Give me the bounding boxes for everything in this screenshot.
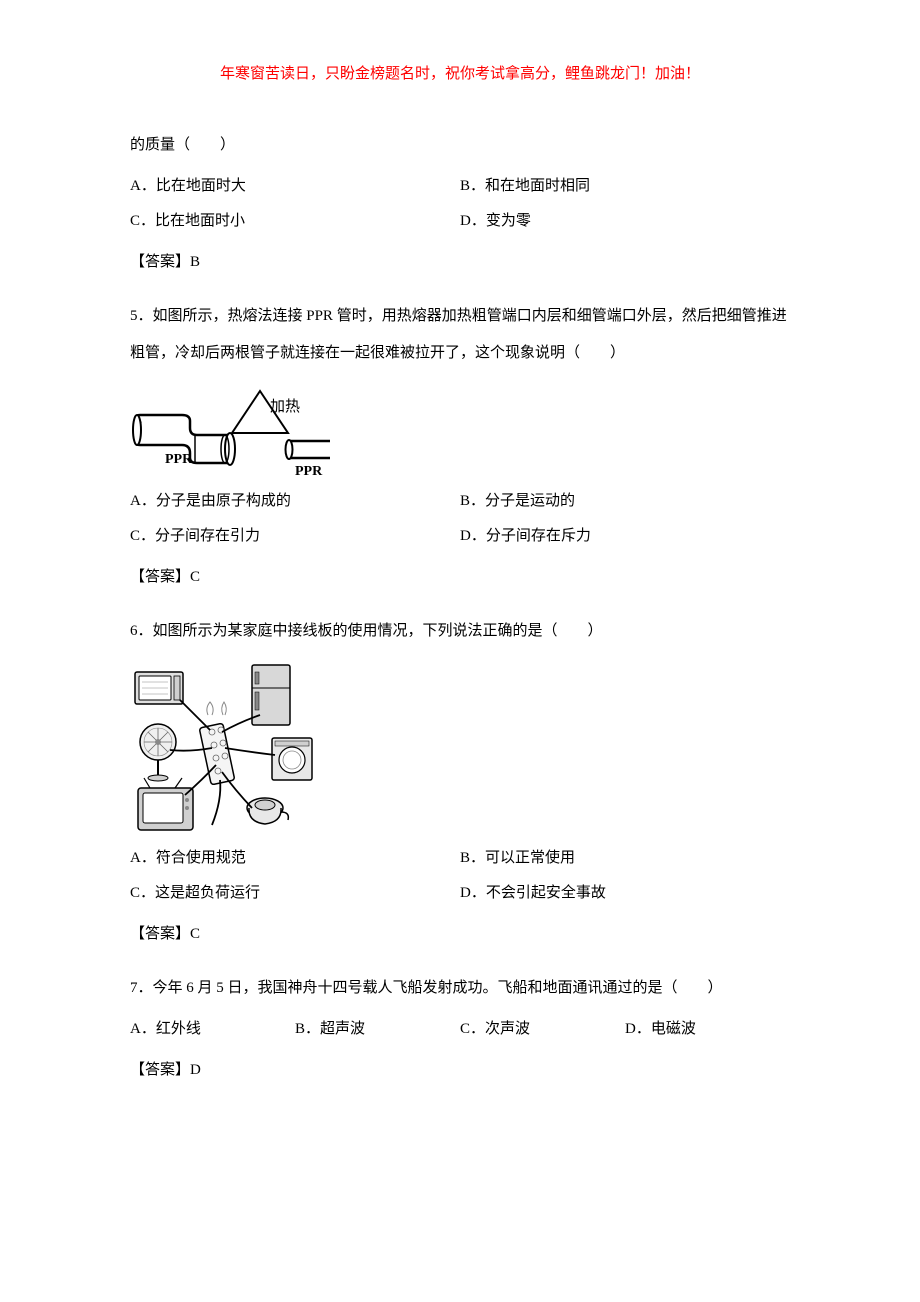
answer-label: 【答案】C xyxy=(130,921,790,948)
header-motivational-note: 年寒窗苦读日，只盼金榜题名时，祝你考试拿高分，鲤鱼跳龙门！加油！ xyxy=(130,60,790,87)
option-b: B．分子是运动的 xyxy=(460,488,790,515)
question-6: 6．如图所示为某家庭中接线板的使用情况，下列说法正确的是（ ） xyxy=(130,613,790,949)
options-row-1: A．符合使用规范 B．可以正常使用 xyxy=(130,845,790,872)
options-row-1: A．比在地面时大 B．和在地面时相同 xyxy=(130,173,790,200)
ppr-pipe-figure: 加热 PPR PPR xyxy=(130,383,790,478)
option-d: D．电磁波 xyxy=(625,1016,790,1043)
ppr-right-label: PPR xyxy=(295,464,323,478)
power-strip-figure xyxy=(130,660,790,835)
option-a: A．符合使用规范 xyxy=(130,845,460,872)
question-stem: 7．今年 6 月 5 日，我国神舟十四号载人飞船发射成功。飞船和地面通讯通过的是… xyxy=(130,970,790,1008)
option-c: C．这是超负荷运行 xyxy=(130,880,460,907)
option-b: B．可以正常使用 xyxy=(460,845,790,872)
option-c: C．次声波 xyxy=(460,1016,625,1043)
option-a: A．红外线 xyxy=(130,1016,295,1043)
option-d: D．分子间存在斥力 xyxy=(460,523,790,550)
options-row-1: A．分子是由原子构成的 B．分子是运动的 xyxy=(130,488,790,515)
answer-label: 【答案】B xyxy=(130,249,790,276)
option-a: A．比在地面时大 xyxy=(130,173,460,200)
option-c: C．比在地面时小 xyxy=(130,208,460,235)
answer-label: 【答案】D xyxy=(130,1057,790,1084)
options-row-2: C．比在地面时小 D．变为零 xyxy=(130,208,790,235)
ppr-left-label: PPR xyxy=(165,452,193,467)
option-c: C．分子间存在引力 xyxy=(130,523,460,550)
option-a: A．分子是由原子构成的 xyxy=(130,488,460,515)
options-row: A．红外线 B．超声波 C．次声波 D．电磁波 xyxy=(130,1016,790,1043)
option-d: D．不会引起安全事故 xyxy=(460,880,790,907)
question-5: 5．如图所示，热熔法连接 PPR 管时，用热熔器加热粗管端口内层和细管端口外层，… xyxy=(130,298,790,591)
option-b: B．和在地面时相同 xyxy=(460,173,790,200)
question-stem: 5．如图所示，热熔法连接 PPR 管时，用热熔器加热粗管端口内层和细管端口外层，… xyxy=(130,298,790,373)
question-7: 7．今年 6 月 5 日，我国神舟十四号载人飞船发射成功。飞船和地面通讯通过的是… xyxy=(130,970,790,1084)
options-row-2: C．这是超负荷运行 D．不会引起安全事故 xyxy=(130,880,790,907)
question-stem-fragment: 的质量（ ） xyxy=(130,127,790,165)
question-4: 的质量（ ） A．比在地面时大 B．和在地面时相同 C．比在地面时小 D．变为零… xyxy=(130,127,790,276)
option-d: D．变为零 xyxy=(460,208,790,235)
answer-label: 【答案】C xyxy=(130,564,790,591)
options-row-2: C．分子间存在引力 D．分子间存在斥力 xyxy=(130,523,790,550)
heat-label: 加热 xyxy=(270,398,300,415)
question-stem: 6．如图所示为某家庭中接线板的使用情况，下列说法正确的是（ ） xyxy=(130,613,790,651)
option-b: B．超声波 xyxy=(295,1016,460,1043)
